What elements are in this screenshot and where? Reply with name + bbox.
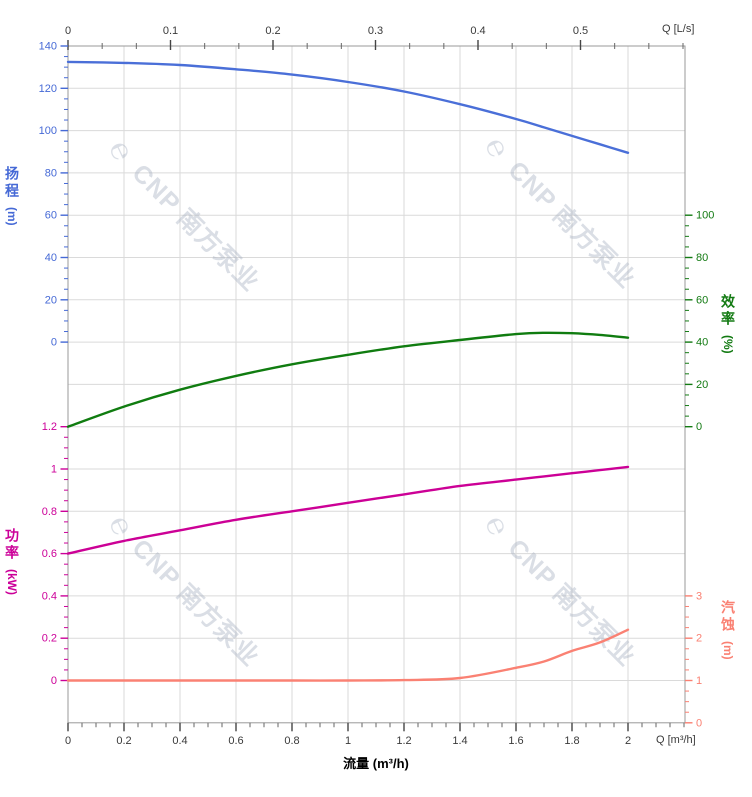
power-axis-name: 功率 [4,528,20,562]
bottom-axis-tick-label: 1.6 [508,735,523,747]
npsh-axis-tick-label: 3 [696,590,702,602]
top-axis-tick-label: 0 [65,25,71,37]
head-axis-tick-label: 120 [39,83,57,95]
efficiency-axis-unit: (%) [721,335,735,354]
head-axis-tick-label: 100 [39,125,57,137]
bottom-axis-tick-label: 1.4 [452,735,467,747]
power-axis-tick-label: 0.4 [42,590,57,602]
curve-npsh [66,628,630,682]
npsh-axis-label: 汽蚀 (m) [720,600,736,660]
curve-head [66,60,630,154]
top-axis-tick-label: 0.3 [368,25,383,37]
bottom-axis-tick-label: 1 [345,735,351,747]
head-axis-tick-label: 0 [51,337,57,349]
npsh-axis-tick-label: 0 [696,717,702,729]
top-axis-tick-label: 0.5 [573,25,588,37]
power-axis-label: 功率 (kW) [4,528,20,595]
head-axis-tick-label: 60 [45,210,57,222]
watermark: ℮CNP 南方泵业 [478,511,641,672]
bottom-axis-tick-label: 1.2 [396,735,411,747]
power-axis-tick-label: 1.2 [42,421,57,433]
bottom-axis-unit-label: Q [m³/h] [656,734,696,746]
watermark-logo-icon: ℮ [102,136,140,166]
bottom-axis-tick-label: 0.4 [172,735,187,747]
efficiency-axis-tick-label: 60 [696,294,708,306]
bottom-axis-tick-label: 0.8 [284,735,299,747]
head-axis-tick-label: 140 [39,41,57,53]
efficiency-axis-tick-label: 40 [696,337,708,349]
top-axis-unit-label: Q [L/s] [662,23,695,35]
head-axis-tick-label: 20 [45,294,57,306]
head-axis-tick-label: 80 [45,167,57,179]
watermark-logo-icon: ℮ [102,511,140,541]
power-axis-tick-label: 0.2 [42,633,57,645]
npsh-axis-unit: (m) [721,641,735,660]
efficiency-axis-label: 效率 (%) [720,294,736,354]
head-axis-unit: (m) [5,207,19,226]
bottom-axis-tick-label: 2 [625,735,631,747]
power-axis-unit: (kW) [5,569,19,595]
efficiency-axis-tick-label: 20 [696,379,708,391]
head-axis-label: 扬程 (m) [4,166,20,226]
npsh-axis-name: 汽蚀 [720,600,736,634]
bottom-axis-tick-label: 1.8 [564,735,579,747]
head-axis-name: 扬程 [4,166,20,200]
curve-power [66,465,630,555]
efficiency-axis-name: 效率 [720,294,736,328]
efficiency-axis-tick-label: 100 [696,210,714,222]
top-axis-tick-label: 0.1 [163,25,178,37]
watermark-logo-icon: ℮ [478,133,516,163]
top-axis-tick-label: 0.4 [470,25,485,37]
watermark-logo-icon: ℮ [478,511,516,541]
power-axis-tick-label: 0.6 [42,548,57,560]
bottom-axis-tick-label: 0.6 [228,735,243,747]
top-axis-tick-label: 0.2 [265,25,280,37]
efficiency-axis-tick-label: 80 [696,252,708,264]
curve-efficiency [66,331,630,428]
watermark-text: CNP 南方泵业 [127,158,266,297]
npsh-axis-tick-label: 1 [696,675,702,687]
power-axis-tick-label: 0.8 [42,506,57,518]
npsh-axis-tick-label: 2 [696,633,702,645]
power-axis-tick-label: 1 [51,464,57,476]
bottom-axis-tick-label: 0.2 [116,735,131,747]
power-axis-tick-label: 0 [51,675,57,687]
bottom-axis-tick-label: 0 [65,735,71,747]
head-axis-tick-label: 40 [45,252,57,264]
efficiency-axis-tick-label: 0 [696,421,702,433]
flow-axis-title: 流量 (m³/h) [343,756,409,771]
